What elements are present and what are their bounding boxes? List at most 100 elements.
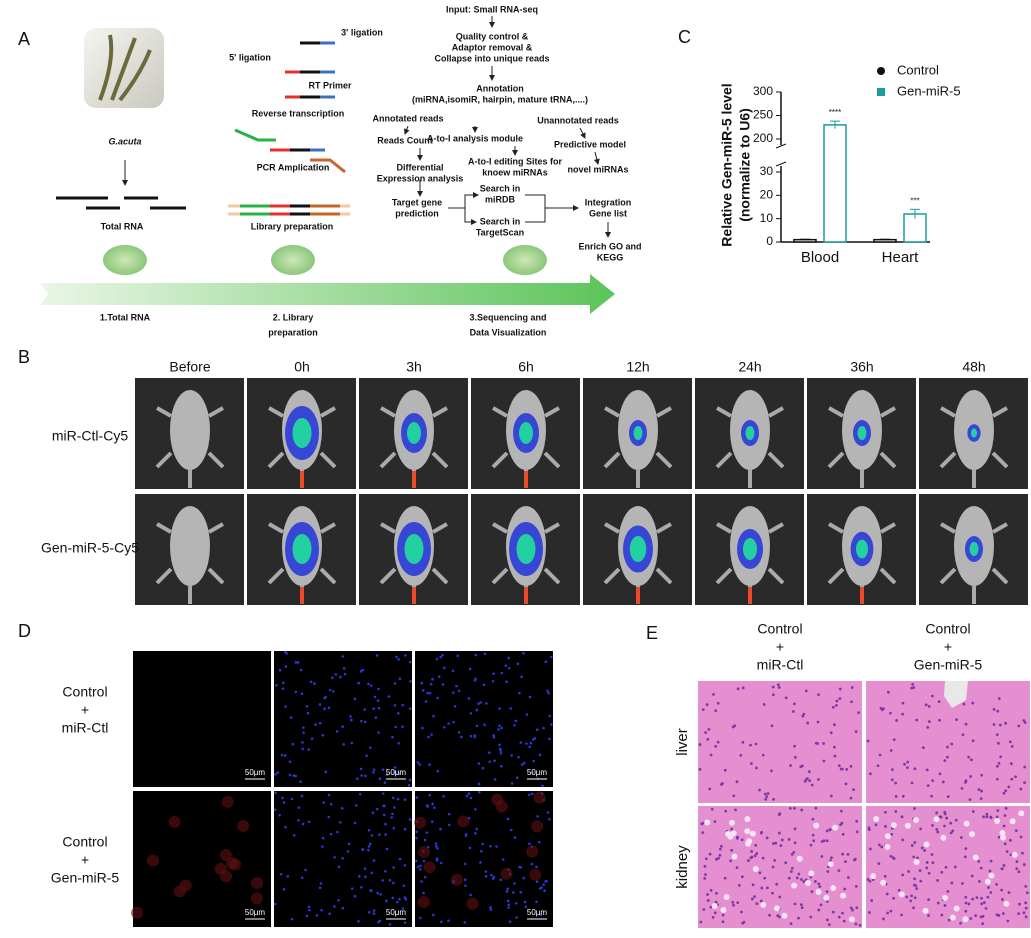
tubule [1009,818,1016,825]
nucleus [434,845,438,848]
cell-nucleus [761,753,765,757]
mouse-legs [491,406,561,488]
cell-nucleus [774,841,778,845]
cell-nucleus [984,907,988,910]
cell-nucleus [886,690,890,694]
flow-node: miRDB [485,194,516,204]
nucleus [297,806,301,809]
nucleus [350,741,354,745]
cell-nucleus [912,686,916,689]
legend-label: Gen-miR-5 [897,83,961,98]
nucleus [463,878,467,881]
nucleus [355,777,359,781]
cell-nucleus [831,910,835,914]
tubule [972,854,979,861]
tubule [796,855,803,862]
nucleus [282,801,286,804]
histology [698,681,862,803]
mouse-legs [379,522,449,604]
cell-nucleus [907,870,910,873]
significance-label: *** [910,196,919,205]
cell-nucleus [930,694,934,698]
nucleus [463,862,467,866]
cell-nucleus [946,890,950,893]
cell-nucleus [771,865,775,869]
cell-nucleus [964,780,967,784]
cell-nucleus [1003,842,1007,846]
cell-nucleus [980,773,984,777]
nucleus [474,832,477,835]
nucleus [341,857,344,860]
nucleus [418,868,422,871]
cell-nucleus [793,702,796,706]
cell-nucleus [910,781,914,785]
nucleus [416,761,420,764]
cell-nucleus [825,918,829,922]
cell-nucleus [992,708,996,711]
cell-nucleus [755,852,759,855]
cell-nucleus [773,859,776,862]
library-label: PCR Amplication [257,162,330,172]
nucleus [515,916,518,919]
nucleus [367,848,370,852]
nucleus [422,859,426,863]
nucleus [392,881,395,885]
cell-nucleus [912,906,915,910]
cell-nucleus [842,919,846,923]
flow-node: prediction [395,208,439,218]
cell-nucleus [897,888,901,892]
nucleus [535,900,538,904]
cell-nucleus [740,875,744,879]
cell-nucleus [858,923,862,927]
nucleus [512,891,515,894]
cell-nucleus [964,909,968,913]
cell-nucleus [708,852,712,856]
flow-node: Search in [480,183,521,193]
nucleus [489,844,492,848]
cell-nucleus [985,812,989,816]
cell-nucleus [1004,806,1008,810]
nucleus [294,690,298,694]
nucleus [447,812,451,816]
fluorescence [633,426,643,440]
nucleus [289,716,293,719]
flow-node: Annotation [476,83,524,93]
nucleus [353,894,357,898]
nucleus [285,651,288,655]
tubule [720,906,727,913]
cell-nucleus [723,876,727,880]
nucleus [281,687,285,690]
nucleus [408,818,412,821]
nucleus [505,680,508,683]
nucleus [516,662,520,666]
red-signal [491,793,504,806]
cell-nucleus [759,899,763,903]
cell-nucleus [771,891,774,895]
cell-nucleus [741,921,745,925]
nucleus [540,886,543,889]
cell-nucleus [714,709,718,713]
mouse-legs [155,406,225,488]
cell-nucleus [787,876,791,880]
cell-nucleus [797,872,801,876]
tubule [840,892,847,899]
cell-nucleus [717,856,720,860]
cell-nucleus [997,835,1001,839]
nucleus [384,833,387,836]
nucleus [497,728,500,731]
nucleus [372,771,375,774]
cell-nucleus [730,827,734,831]
cell-nucleus [995,815,999,819]
nucleus [477,782,481,786]
nucleus [519,890,523,894]
cell-nucleus [995,733,999,737]
nucleus [337,865,341,869]
nucleus [500,726,503,730]
nucleus [484,870,488,873]
cell-nucleus [760,886,764,890]
tubule [988,872,995,879]
cell-nucleus [979,915,983,919]
cell-nucleus [832,745,836,749]
cell-nucleus [790,852,794,856]
nucleus [481,842,484,846]
